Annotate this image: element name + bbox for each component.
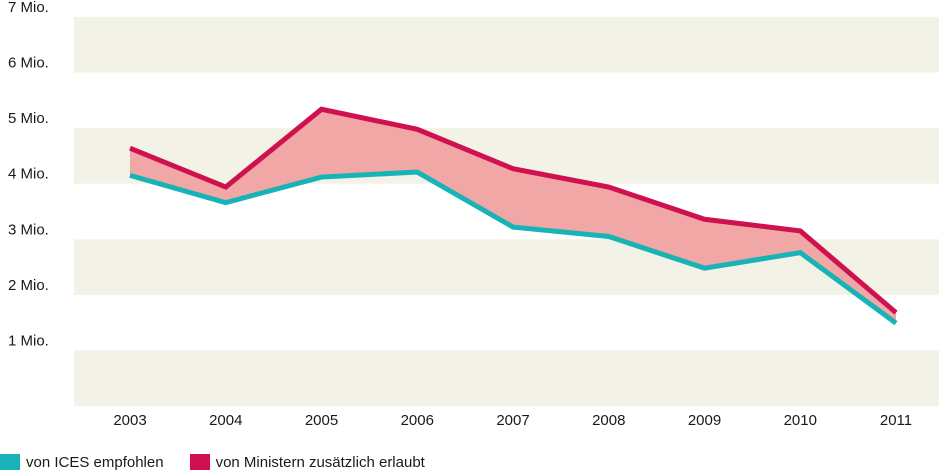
x-tick-label: 2004: [209, 412, 242, 429]
grid-band: [74, 17, 939, 73]
legend-item-ministers: von Ministern zusätzlich erlaubt: [189, 453, 425, 471]
y-tick-label: 1 Mio.: [8, 332, 49, 349]
legend-item-ices: von ICES empfohlen: [0, 454, 164, 471]
legend-label-ministers: von Ministern zusätzlich erlaubt: [215, 453, 425, 471]
y-tick-label: 7 Mio.: [8, 0, 49, 16]
y-tick-label: 4 Mio.: [8, 166, 49, 183]
grid-band: [74, 350, 939, 406]
x-tick-label: 2011: [880, 412, 912, 429]
legend-swatch-ices: [0, 454, 20, 470]
difference-area: [130, 109, 896, 324]
y-tick-label: 6 Mio.: [8, 55, 49, 72]
y-tick-label: 2 Mio.: [8, 277, 49, 294]
x-tick-label: 2009: [688, 412, 721, 429]
legend: von ICES empfohlen von Ministern zusätzl…: [0, 452, 451, 472]
series-line-ices: [129, 169, 898, 326]
x-tick-label: 2008: [592, 412, 625, 429]
y-tick-label: 3 Mio.: [8, 221, 49, 238]
x-tick-label: 2005: [305, 412, 338, 429]
series-line-ministers: [129, 106, 898, 315]
legend-swatch-ministers: [189, 454, 210, 470]
x-tick-label: 2003: [113, 412, 146, 429]
x-tick-label: 2007: [496, 412, 529, 429]
plot-area: 1 Mio. 2 Mio. 3 Mio. 4 Mio. 5 Mio. 6 Mio. 7 Mi…: [8, 0, 939, 429]
x-tick-label: 2010: [784, 412, 817, 429]
x-tick-label: 2006: [401, 412, 434, 429]
legend-label-ices: von ICES empfohlen: [26, 453, 164, 471]
y-tick-label: 5 Mio.: [8, 110, 49, 127]
